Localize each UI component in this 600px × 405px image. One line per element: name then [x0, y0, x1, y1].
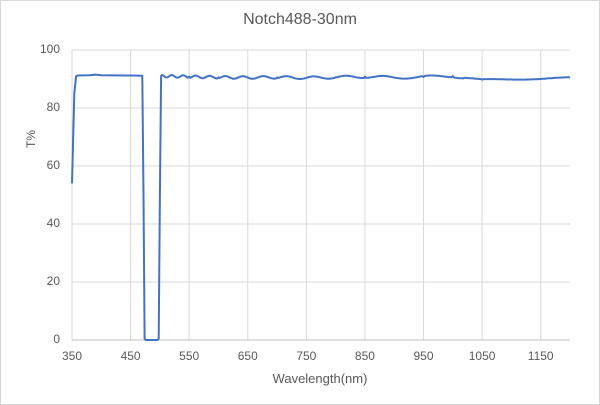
- y-tick-label: 0: [53, 332, 60, 346]
- x-tick-label: 550: [179, 349, 200, 363]
- y-tick-label: 40: [46, 216, 60, 230]
- x-tick-label: 350: [61, 349, 83, 363]
- x-axis-label: Wavelength(nm): [272, 371, 368, 386]
- transmission-line: [71, 73, 571, 341]
- x-tick-label: 1050: [468, 349, 496, 363]
- x-tick-label: 750: [296, 349, 317, 363]
- x-tick-label: 1150: [527, 349, 554, 363]
- chart-title: Notch488-30nm: [243, 11, 357, 28]
- x-tick-label: 850: [354, 349, 375, 363]
- y-tick-label: 60: [46, 158, 60, 172]
- x-tick-label: 950: [413, 349, 434, 363]
- y-tick-label: 100: [39, 42, 60, 56]
- y-tick-label: 20: [46, 274, 60, 288]
- y-tick-label: 80: [46, 100, 60, 114]
- x-tick-label: 650: [237, 349, 258, 363]
- x-tick-label: 450: [120, 349, 141, 363]
